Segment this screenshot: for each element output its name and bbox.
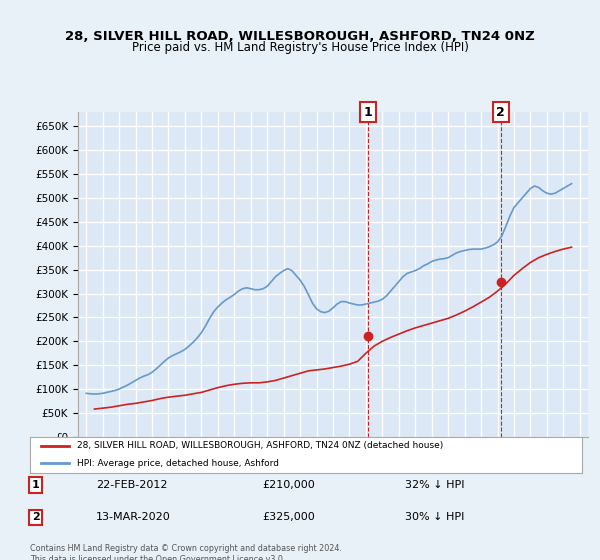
Text: HPI: Average price, detached house, Ashford: HPI: Average price, detached house, Ashf… — [77, 459, 279, 468]
Text: 1: 1 — [32, 480, 40, 490]
Text: 28, SILVER HILL ROAD, WILLESBOROUGH, ASHFORD, TN24 0NZ (detached house): 28, SILVER HILL ROAD, WILLESBOROUGH, ASH… — [77, 441, 443, 450]
Text: 28, SILVER HILL ROAD, WILLESBOROUGH, ASHFORD, TN24 0NZ: 28, SILVER HILL ROAD, WILLESBOROUGH, ASH… — [65, 30, 535, 43]
Text: 2: 2 — [496, 105, 505, 119]
Text: 1: 1 — [364, 105, 373, 119]
Text: £210,000: £210,000 — [262, 480, 314, 490]
Text: 30% ↓ HPI: 30% ↓ HPI — [406, 512, 465, 522]
Text: 2: 2 — [32, 512, 40, 522]
Text: 22-FEB-2012: 22-FEB-2012 — [96, 480, 168, 490]
Text: Price paid vs. HM Land Registry's House Price Index (HPI): Price paid vs. HM Land Registry's House … — [131, 41, 469, 54]
Text: 32% ↓ HPI: 32% ↓ HPI — [406, 480, 465, 490]
Text: Contains HM Land Registry data © Crown copyright and database right 2024.
This d: Contains HM Land Registry data © Crown c… — [30, 544, 342, 560]
Text: 13-MAR-2020: 13-MAR-2020 — [96, 512, 171, 522]
Text: £325,000: £325,000 — [262, 512, 314, 522]
